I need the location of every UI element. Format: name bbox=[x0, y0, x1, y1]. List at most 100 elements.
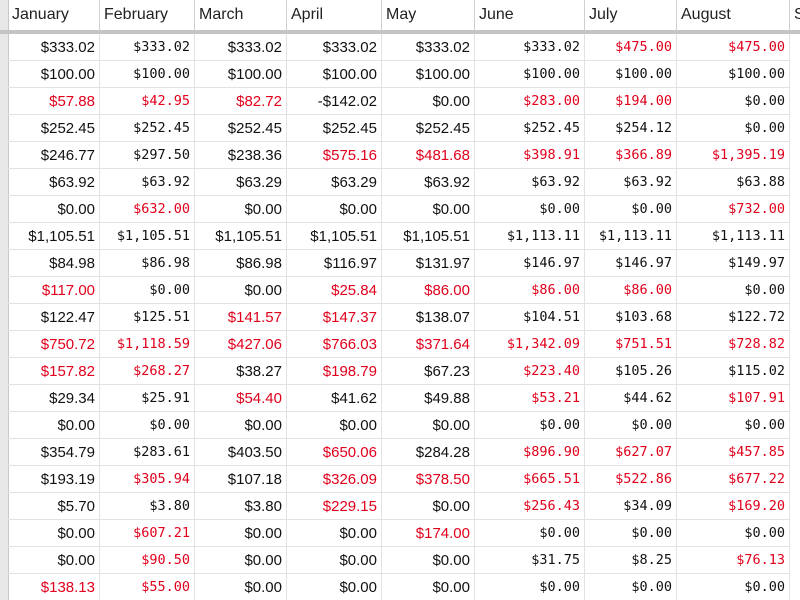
value-cell: $138.13 bbox=[8, 574, 100, 600]
value-cell: $63.29 bbox=[287, 169, 382, 196]
value-cell: $475.00 bbox=[677, 34, 790, 61]
value-cell: $333.02 bbox=[8, 34, 100, 61]
value-cell: $0.00 bbox=[8, 412, 100, 439]
value-cell: $86.00 bbox=[475, 277, 585, 304]
value-cell: $57.88 bbox=[8, 88, 100, 115]
value-cell: $31.75 bbox=[475, 547, 585, 574]
value-cell: $100.00 bbox=[100, 61, 195, 88]
value-cell: $146.97 bbox=[475, 250, 585, 277]
value-cell: $8.25 bbox=[585, 547, 677, 574]
value-cell: $1,118.59 bbox=[100, 331, 195, 358]
value-cell: $25.84 bbox=[287, 277, 382, 304]
value-cell: $284.28 bbox=[382, 439, 475, 466]
value-cell: $254.12 bbox=[585, 115, 677, 142]
value-cell: $0.00 bbox=[677, 520, 790, 547]
value-cell: $751.51 bbox=[585, 331, 677, 358]
value-cell: $55.00 bbox=[100, 574, 195, 600]
value-cell: $252.45 bbox=[195, 115, 287, 142]
value-cell: $0.00 bbox=[195, 547, 287, 574]
value-cell: $100.00 bbox=[475, 61, 585, 88]
value-cell: $5.70 bbox=[8, 493, 100, 520]
value-cell: $326.09 bbox=[287, 466, 382, 493]
value-cell: $0.00 bbox=[195, 196, 287, 223]
value-cell: $0.00 bbox=[195, 277, 287, 304]
value-cell: $0.00 bbox=[677, 412, 790, 439]
value-cell: $63.92 bbox=[8, 169, 100, 196]
value-cell: $0.00 bbox=[585, 196, 677, 223]
value-cell: $1,105.51 bbox=[382, 223, 475, 250]
value-cell: $1,395.19 bbox=[677, 142, 790, 169]
value-cell: $283.61 bbox=[100, 439, 195, 466]
value-cell: $252.45 bbox=[100, 115, 195, 142]
value-cell: $1,105.51 bbox=[195, 223, 287, 250]
frozen-divider bbox=[0, 30, 800, 34]
value-cell: $0.00 bbox=[585, 412, 677, 439]
value-cell: $100.00 bbox=[8, 61, 100, 88]
value-cell: $252.45 bbox=[287, 115, 382, 142]
value-cell: $63.88 bbox=[677, 169, 790, 196]
value-cell: $457.85 bbox=[677, 439, 790, 466]
value-cell: $38.27 bbox=[195, 358, 287, 385]
value-cell: $100.00 bbox=[195, 61, 287, 88]
value-cell: $105.26 bbox=[585, 358, 677, 385]
value-cell: $54.40 bbox=[195, 385, 287, 412]
value-cell: $627.07 bbox=[585, 439, 677, 466]
value-cell: $86.98 bbox=[195, 250, 287, 277]
value-cell: $378.50 bbox=[382, 466, 475, 493]
value-cell: $246.77 bbox=[8, 142, 100, 169]
value-cell: $0.00 bbox=[382, 196, 475, 223]
value-cell: $0.00 bbox=[287, 412, 382, 439]
value-cell: $131.97 bbox=[382, 250, 475, 277]
value-cell: $0.00 bbox=[100, 412, 195, 439]
value-cell: $100.00 bbox=[287, 61, 382, 88]
value-cell: $427.06 bbox=[195, 331, 287, 358]
value-cell: $100.00 bbox=[585, 61, 677, 88]
value-cell: $333.02 bbox=[475, 34, 585, 61]
value-cell: $107.91 bbox=[677, 385, 790, 412]
value-cell: $522.86 bbox=[585, 466, 677, 493]
value-cell: $42.95 bbox=[100, 88, 195, 115]
value-cell: $0.00 bbox=[382, 574, 475, 600]
value-cell: $732.00 bbox=[677, 196, 790, 223]
value-cell: $0.00 bbox=[8, 547, 100, 574]
value-cell: $198.79 bbox=[287, 358, 382, 385]
value-cell: $107.18 bbox=[195, 466, 287, 493]
value-cell: $1,342.09 bbox=[475, 331, 585, 358]
value-cell: $86.00 bbox=[382, 277, 475, 304]
value-cell: $0.00 bbox=[382, 412, 475, 439]
value-cell: $138.07 bbox=[382, 304, 475, 331]
value-cell: $0.00 bbox=[8, 196, 100, 223]
value-cell: $0.00 bbox=[8, 520, 100, 547]
value-cell: $0.00 bbox=[677, 88, 790, 115]
value-cell: $632.00 bbox=[100, 196, 195, 223]
column-header: April bbox=[287, 0, 382, 30]
value-cell: $650.06 bbox=[287, 439, 382, 466]
value-cell: $67.23 bbox=[382, 358, 475, 385]
value-cell: $256.43 bbox=[475, 493, 585, 520]
value-cell: $0.00 bbox=[382, 88, 475, 115]
value-cell: $34.09 bbox=[585, 493, 677, 520]
value-cell: $63.92 bbox=[585, 169, 677, 196]
value-cell: $63.92 bbox=[475, 169, 585, 196]
row-header-band bbox=[0, 0, 9, 600]
value-cell: $122.72 bbox=[677, 304, 790, 331]
value-cell: $403.50 bbox=[195, 439, 287, 466]
value-cell: $0.00 bbox=[677, 574, 790, 600]
column-header: July bbox=[585, 0, 677, 30]
value-cell: $481.68 bbox=[382, 142, 475, 169]
value-cell: $25.91 bbox=[100, 385, 195, 412]
value-cell: $283.00 bbox=[475, 88, 585, 115]
value-cell: $53.21 bbox=[475, 385, 585, 412]
value-cell: $63.92 bbox=[100, 169, 195, 196]
value-cell: $0.00 bbox=[677, 115, 790, 142]
value-cell: $44.62 bbox=[585, 385, 677, 412]
value-cell: $193.19 bbox=[8, 466, 100, 493]
value-cell: $366.89 bbox=[585, 142, 677, 169]
value-cell: $333.02 bbox=[382, 34, 475, 61]
value-cell: $354.79 bbox=[8, 439, 100, 466]
value-cell: $0.00 bbox=[195, 412, 287, 439]
value-cell: $0.00 bbox=[287, 547, 382, 574]
value-cell: $0.00 bbox=[475, 574, 585, 600]
column-header: January bbox=[8, 0, 100, 30]
